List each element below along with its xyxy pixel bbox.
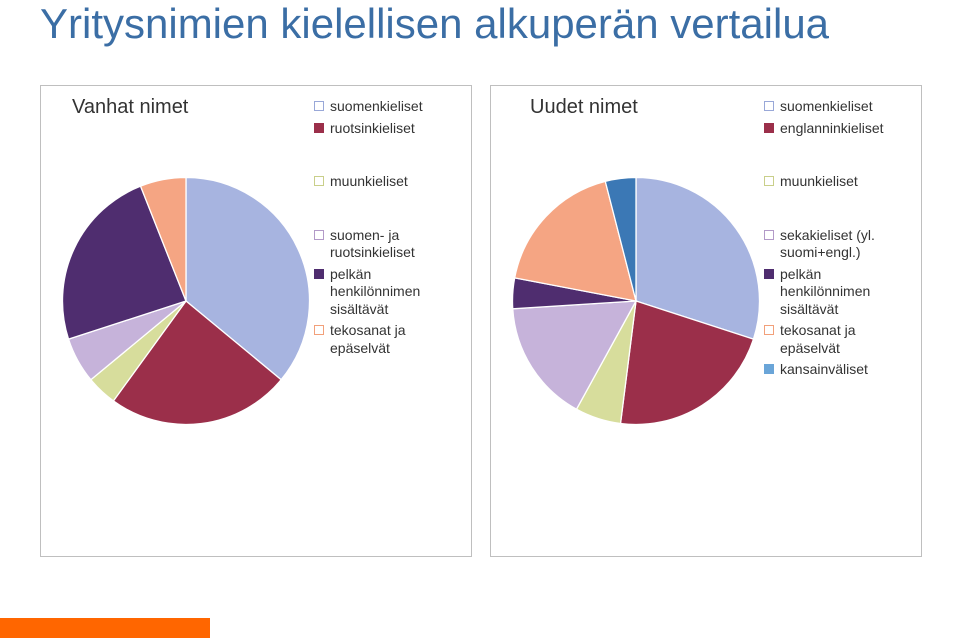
legend-swatch: [764, 230, 774, 240]
legend-label: tekosanat ja epäselvät: [780, 322, 909, 357]
legend-item: suomenkieliset: [764, 98, 909, 116]
legend-swatch: [314, 325, 324, 335]
legend-label: suomen- ja ruotsinkieliset: [330, 227, 459, 262]
legend-swatch: [764, 123, 774, 133]
legend-item: tekosanat ja epäselvät: [314, 322, 459, 357]
legend-swatch: [764, 364, 774, 374]
legend-label: englanninkieliset: [780, 120, 884, 138]
legend-swatch: [764, 101, 774, 111]
legend-swatch: [314, 176, 324, 186]
legend-item: ruotsinkieliset: [314, 120, 459, 138]
legend-item: tekosanat ja epäselvät: [764, 322, 909, 357]
legend-label: pelkän henkilönnimen sisältävät: [330, 266, 459, 319]
legend-item: muunkieliset: [764, 173, 909, 191]
legend-label: muunkieliset: [330, 173, 408, 191]
legend-label: sekakieliset (yl. suomi+engl.): [780, 227, 909, 262]
legend-swatch: [764, 269, 774, 279]
legend-label: suomenkieliset: [780, 98, 873, 116]
legend-item: muunkieliset: [314, 173, 459, 191]
pie-chart-left: [56, 171, 316, 431]
legend-label: ruotsinkieliset: [330, 120, 415, 138]
page-title: Yritysnimien kielellisen alkuperän verta…: [40, 0, 829, 48]
legend-item: suomenkieliset: [314, 98, 459, 116]
column-header-left: Vanhat nimet: [72, 96, 188, 119]
legend-swatch: [314, 230, 324, 240]
chart-frame-left: suomenkieliset ruotsinkieliset muunkieli…: [40, 85, 472, 557]
legend-item: suomen- ja ruotsinkieliset: [314, 227, 459, 262]
legend-item: kansainväliset: [764, 361, 909, 379]
column-header-right: Uudet nimet: [530, 96, 638, 119]
legend-label: kansainväliset: [780, 361, 868, 379]
accent-bar: [0, 618, 210, 638]
legend-swatch: [764, 176, 774, 186]
chart-frame-right: suomenkieliset englanninkieliset muunkie…: [490, 85, 922, 557]
legend-swatch: [314, 123, 324, 133]
legend-swatch: [764, 325, 774, 335]
legend-label: tekosanat ja epäselvät: [330, 322, 459, 357]
legend-right: suomenkieliset englanninkieliset muunkie…: [764, 98, 909, 415]
legend-item: englanninkieliset: [764, 120, 909, 138]
legend-left: suomenkieliset ruotsinkieliset muunkieli…: [314, 98, 459, 393]
legend-swatch: [314, 269, 324, 279]
legend-label: muunkieliset: [780, 173, 858, 191]
legend-item: pelkän henkilönnimen sisältävät: [764, 266, 909, 319]
legend-label: suomenkieliset: [330, 98, 423, 116]
pie-chart-right: [506, 171, 766, 431]
legend-item: sekakieliset (yl. suomi+engl.): [764, 227, 909, 262]
legend-label: pelkän henkilönnimen sisältävät: [780, 266, 909, 319]
legend-swatch: [314, 101, 324, 111]
legend-item: pelkän henkilönnimen sisältävät: [314, 266, 459, 319]
